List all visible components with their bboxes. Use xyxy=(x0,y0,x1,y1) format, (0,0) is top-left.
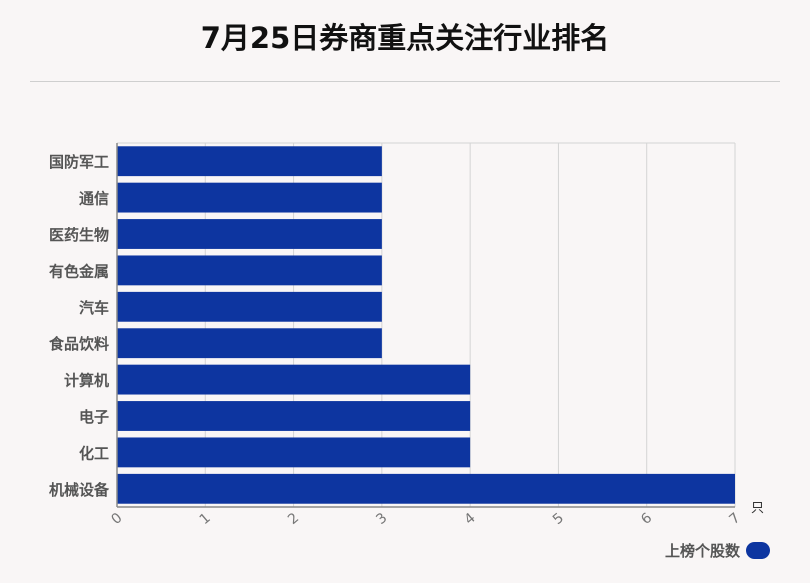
bar-4 xyxy=(117,291,382,322)
bar-2 xyxy=(117,219,382,249)
bar-9 xyxy=(117,473,735,504)
legend-label: 上榜个股数 xyxy=(664,542,740,560)
bar-7 xyxy=(117,401,471,431)
chart-title: 7月25日券商重点关注行业排名 xyxy=(200,21,610,55)
category-label: 计算机 xyxy=(64,372,109,390)
category-label: 化工 xyxy=(79,444,109,462)
category-label: 医药生物 xyxy=(49,226,109,244)
category-label: 通信 xyxy=(79,190,109,208)
bar-6 xyxy=(117,364,471,395)
x-tick-label: 7 xyxy=(726,510,743,528)
legend[interactable]: 上榜个股数 xyxy=(665,540,770,561)
x-tick-label: 4 xyxy=(462,510,479,528)
bar-0 xyxy=(117,146,382,177)
bar-5 xyxy=(117,328,382,359)
category-label: 有色金属 xyxy=(49,262,109,280)
category-label: 食品饮料 xyxy=(49,335,109,353)
x-tick-label: 6 xyxy=(638,510,655,528)
category-label: 汽车 xyxy=(79,299,109,317)
bar-3 xyxy=(117,255,382,286)
category-label: 机械设备 xyxy=(49,481,110,499)
x-tick-label: 2 xyxy=(285,510,302,528)
category-label: 国防军工 xyxy=(49,153,109,171)
x-unit-label: 只 xyxy=(751,501,764,516)
bar-1 xyxy=(117,182,382,213)
title-divider xyxy=(30,81,780,82)
legend-swatch xyxy=(746,542,770,559)
x-tick-label: 1 xyxy=(197,510,214,528)
bar-8 xyxy=(117,437,471,468)
x-tick-label: 3 xyxy=(373,510,390,528)
x-tick-label: 5 xyxy=(550,510,567,528)
category-label: 电子 xyxy=(79,408,109,426)
x-tick-label: 0 xyxy=(108,510,125,528)
